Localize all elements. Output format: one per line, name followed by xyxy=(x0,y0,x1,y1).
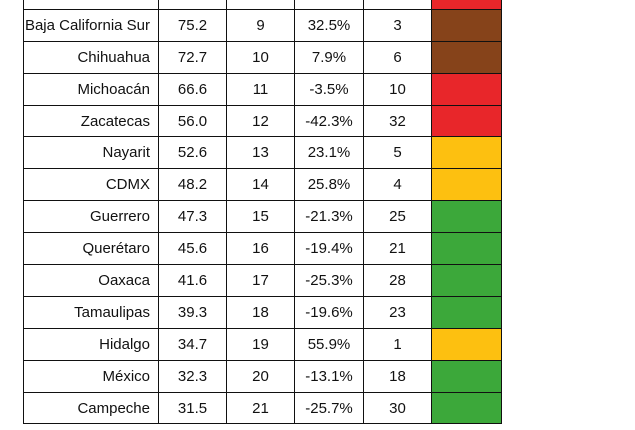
value-cell: 39.3 xyxy=(158,295,227,329)
rank-cell: 16 xyxy=(226,232,295,266)
change-rank-cell: 10 xyxy=(363,72,432,106)
status-color-cell xyxy=(431,327,502,361)
table-row: Zacatecas 56.0 12 -42.3% 32 xyxy=(23,104,502,138)
state-name: Tamaulipas xyxy=(23,295,159,329)
status-color-cell xyxy=(431,200,502,234)
change-rank-cell: 30 xyxy=(363,391,432,425)
value-cell: 47.3 xyxy=(158,200,227,234)
change-rank-cell xyxy=(363,0,432,10)
change-rank-cell: 5 xyxy=(363,136,432,170)
value-cell: 66.6 xyxy=(158,72,227,106)
change-cell: -3.5% xyxy=(294,72,364,106)
state-name xyxy=(23,0,159,10)
state-name: Nayarit xyxy=(23,136,159,170)
table-row: Tamaulipas 39.3 18 -19.6% 23 xyxy=(23,295,502,329)
state-name: Chihuahua xyxy=(23,40,159,74)
table-row: Campeche 31.5 21 -25.7% 30 xyxy=(23,391,502,425)
change-rank-cell: 6 xyxy=(363,40,432,74)
state-name: Zacatecas xyxy=(23,104,159,138)
change-cell: 25.8% xyxy=(294,168,364,202)
status-color-cell xyxy=(431,136,502,170)
change-rank-cell: 32 xyxy=(363,104,432,138)
change-rank-cell: 1 xyxy=(363,327,432,361)
rank-cell: 19 xyxy=(226,327,295,361)
table-row: Michoacán 66.6 11 -3.5% 10 xyxy=(23,72,502,106)
rank-cell: 21 xyxy=(226,391,295,425)
state-ranking-table: Baja California Sur 75.2 9 32.5% 3 Chihuahua 7… xyxy=(23,0,502,425)
change-cell: 23.1% xyxy=(294,136,364,170)
change-cell: -13.1% xyxy=(294,359,364,393)
table-row: Oaxaca 41.6 17 -25.3% 28 xyxy=(23,264,502,297)
change-rank-cell: 4 xyxy=(363,168,432,202)
status-color-cell xyxy=(431,8,502,42)
value-cell: 75.2 xyxy=(158,8,227,42)
table-row: Baja California Sur 75.2 9 32.5% 3 xyxy=(23,8,502,42)
table-row: Guerrero 47.3 15 -21.3% 25 xyxy=(23,200,502,234)
value-cell: 41.6 xyxy=(158,264,227,297)
rank-cell: 12 xyxy=(226,104,295,138)
value-cell: 45.6 xyxy=(158,232,227,266)
table-row: Chihuahua 72.7 10 7.9% 6 xyxy=(23,40,502,74)
value-cell: 32.3 xyxy=(158,359,227,393)
status-color-cell xyxy=(431,359,502,393)
table-row xyxy=(23,0,502,10)
status-color-cell xyxy=(431,295,502,329)
rank-cell: 11 xyxy=(226,72,295,106)
rank-cell: 13 xyxy=(226,136,295,170)
value-cell: 52.6 xyxy=(158,136,227,170)
change-rank-cell: 18 xyxy=(363,359,432,393)
rank-cell: 9 xyxy=(226,8,295,42)
change-rank-cell: 23 xyxy=(363,295,432,329)
state-name: Baja California Sur xyxy=(23,8,159,42)
status-color-cell xyxy=(431,264,502,297)
change-cell: 55.9% xyxy=(294,327,364,361)
rank-cell: 20 xyxy=(226,359,295,393)
value-cell xyxy=(158,0,227,10)
change-cell: -19.6% xyxy=(294,295,364,329)
state-name: Guerrero xyxy=(23,200,159,234)
value-cell: 72.7 xyxy=(158,40,227,74)
rank-cell: 14 xyxy=(226,168,295,202)
value-cell: 31.5 xyxy=(158,391,227,425)
state-name: México xyxy=(23,359,159,393)
status-color-cell xyxy=(431,0,502,10)
status-color-cell xyxy=(431,104,502,138)
change-cell: -21.3% xyxy=(294,200,364,234)
change-rank-cell: 21 xyxy=(363,232,432,266)
rank-cell: 10 xyxy=(226,40,295,74)
table-row: CDMX 48.2 14 25.8% 4 xyxy=(23,168,502,202)
table-row: Nayarit 52.6 13 23.1% 5 xyxy=(23,136,502,170)
status-color-cell xyxy=(431,40,502,74)
rank-cell: 17 xyxy=(226,264,295,297)
value-cell: 48.2 xyxy=(158,168,227,202)
status-color-cell xyxy=(431,72,502,106)
table-row: Hidalgo 34.7 19 55.9% 1 xyxy=(23,327,502,361)
status-color-cell xyxy=(431,391,502,425)
status-color-cell xyxy=(431,168,502,202)
state-name: Michoacán xyxy=(23,72,159,106)
change-cell: 32.5% xyxy=(294,8,364,42)
status-color-cell xyxy=(431,232,502,266)
table-row: Querétaro 45.6 16 -19.4% 21 xyxy=(23,232,502,266)
rank-cell xyxy=(226,0,295,10)
state-name: Querétaro xyxy=(23,232,159,266)
value-cell: 34.7 xyxy=(158,327,227,361)
state-name: Campeche xyxy=(23,391,159,425)
state-name: Hidalgo xyxy=(23,327,159,361)
change-cell: -42.3% xyxy=(294,104,364,138)
rank-cell: 18 xyxy=(226,295,295,329)
state-name: CDMX xyxy=(23,168,159,202)
change-rank-cell: 25 xyxy=(363,200,432,234)
rank-cell: 15 xyxy=(226,200,295,234)
change-cell: -19.4% xyxy=(294,232,364,266)
state-name: Oaxaca xyxy=(23,264,159,297)
change-cell: -25.7% xyxy=(294,391,364,425)
change-cell: 7.9% xyxy=(294,40,364,74)
change-rank-cell: 3 xyxy=(363,8,432,42)
value-cell: 56.0 xyxy=(158,104,227,138)
change-rank-cell: 28 xyxy=(363,264,432,297)
change-cell: -25.3% xyxy=(294,264,364,297)
table-row: México 32.3 20 -13.1% 18 xyxy=(23,359,502,393)
change-cell xyxy=(294,0,364,10)
